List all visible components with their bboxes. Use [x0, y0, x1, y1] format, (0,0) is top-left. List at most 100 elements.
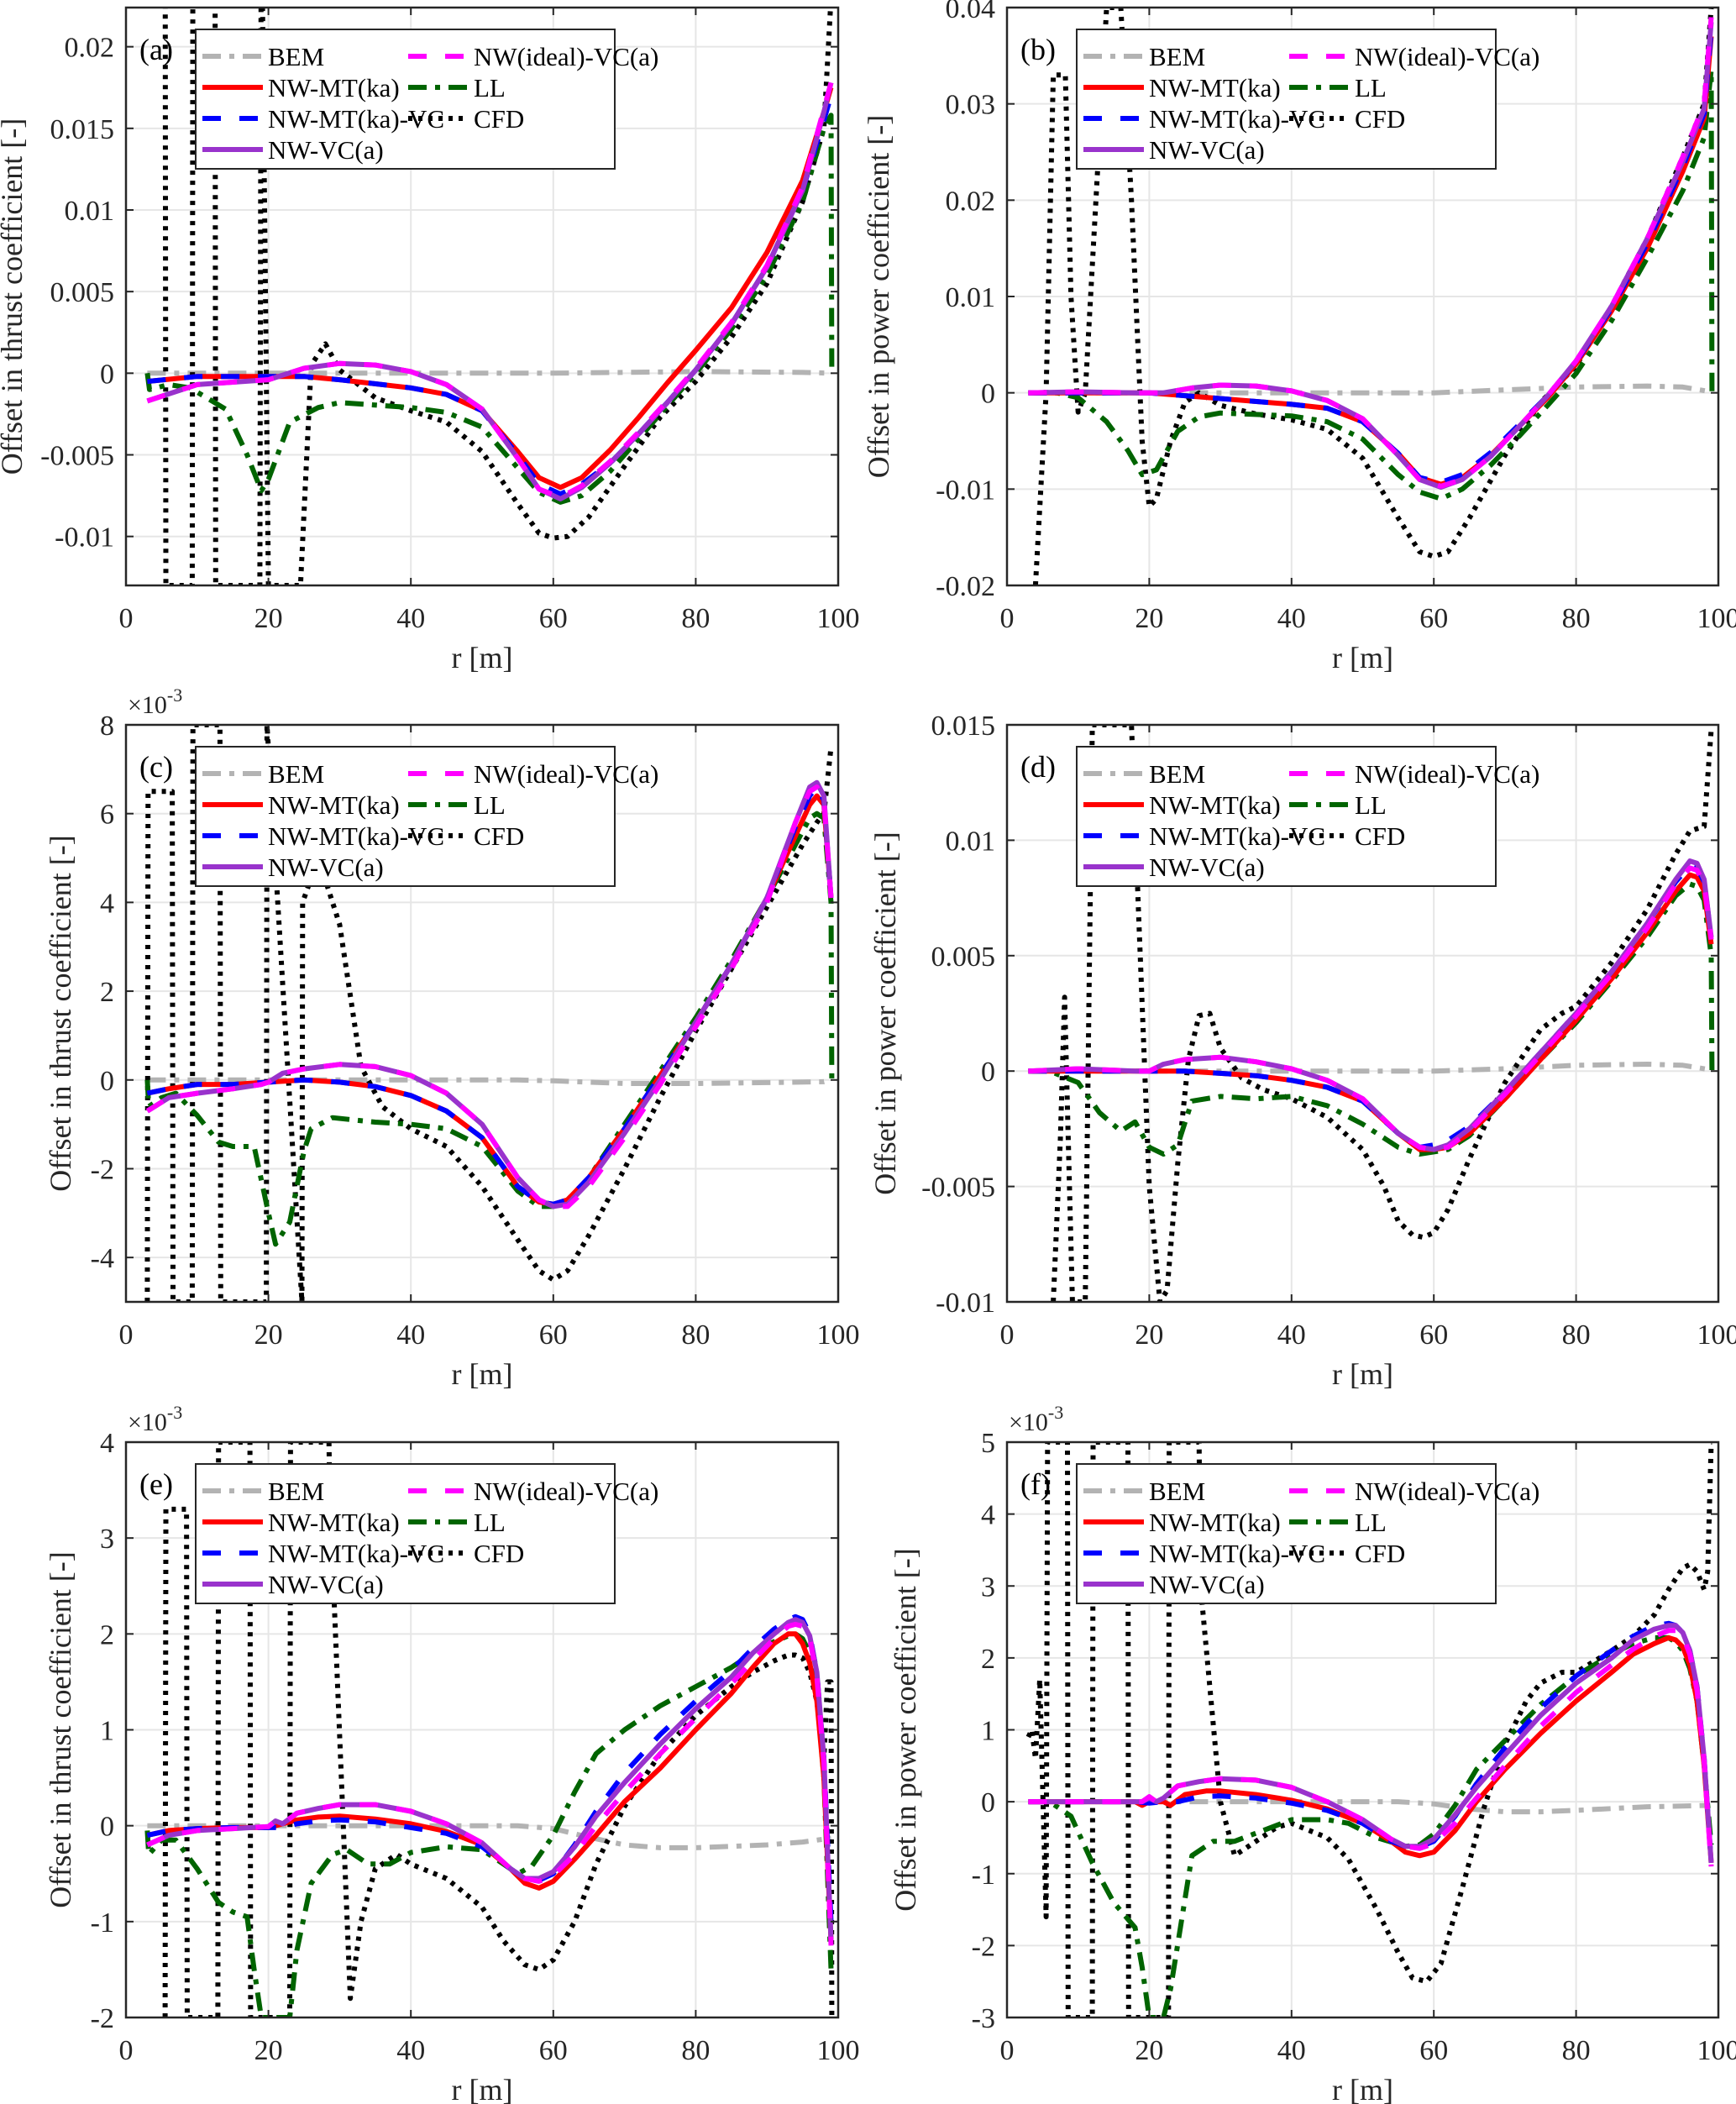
y-tick-label: 3 [981, 1571, 995, 1603]
y-tick-label: -0.005 [921, 1173, 995, 1204]
legend-item-nw-mt-ka-vc: NW-MT(ka)-VC [202, 821, 444, 851]
x-tick-label: 60 [1419, 2035, 1448, 2066]
y-tick-label: 3 [100, 1524, 114, 1555]
panel-c: 0 20 40 60 80 100 -4 -2 0 2 4 6 8 ×10-3 r [m] Offset in… [44, 685, 860, 1391]
legend-item-nw-vc-a: NW-VC(a) [1083, 853, 1265, 882]
x-tick-label: 40 [396, 1320, 425, 1351]
panel-label: (e) [139, 1467, 173, 1501]
legend-item-nw-vc-a: NW-VC(a) [202, 853, 384, 882]
legend-item-nw-mt-ka-vc: NW-MT(ka)-VC [1083, 821, 1325, 851]
y-tick-label: -1 [91, 1907, 114, 1939]
series-ll [1028, 881, 1715, 1157]
legend-label: BEM [1149, 1477, 1205, 1506]
legend-item-nw-vc-a: NW-VC(a) [202, 1570, 384, 1599]
legend-label: BEM [268, 1477, 324, 1506]
x-tick-label: 80 [681, 1320, 710, 1351]
legend-label: NW(ideal)-VC(a) [474, 759, 658, 789]
y-tick-label: -0.01 [936, 475, 995, 506]
x-axis-label: r [m] [452, 1357, 513, 1391]
y-tick-label: 0 [981, 1787, 995, 1818]
y-tick-label: 0.01 [946, 282, 996, 313]
legend-label: NW(ideal)-VC(a) [474, 42, 658, 71]
y-tick-label: -0.02 [936, 571, 995, 602]
legend-label: NW-MT(ka) [1149, 73, 1281, 102]
legend-label: CFD [474, 1539, 524, 1568]
x-tick-label: 40 [396, 603, 425, 634]
y-tick-label: 0 [100, 1812, 114, 1843]
y-axis-label: Offset in power coefficient [-] [862, 115, 895, 479]
x-tick-label: 0 [119, 2035, 134, 2066]
legend-label: NW-MT(ka)-VC [268, 821, 444, 851]
legend-item-nw-vc-a: NW-VC(a) [202, 135, 384, 165]
x-tick-label: 80 [1562, 1320, 1591, 1351]
y-tick-label: -2 [91, 2003, 114, 2034]
legend-label: NW-MT(ka)-VC [268, 1539, 444, 1568]
y-tick-label: 1 [981, 1716, 995, 1747]
legend-item-nw-ideal-vc-a: NW(ideal)-VC(a) [1289, 42, 1539, 71]
legend-label: NW(ideal)-VC(a) [1355, 42, 1539, 71]
series-bem [147, 1077, 832, 1086]
legend-label: CFD [1355, 1539, 1405, 1568]
y-tick-label: -0.01 [55, 522, 114, 554]
x-tick-label: 20 [254, 1320, 283, 1351]
x-tick-label: 100 [1697, 1320, 1736, 1351]
y-tick-label: 0 [100, 359, 114, 390]
y-tick-label: 0.01 [65, 196, 115, 227]
x-axis-label: r [m] [452, 641, 513, 674]
legend-box [195, 746, 616, 887]
legend-label: NW(ideal)-VC(a) [1355, 759, 1539, 789]
x-tick-label: 20 [1135, 2035, 1163, 2066]
legend-label: NW-MT(ka) [268, 73, 400, 102]
y-tick-label: 0 [981, 1057, 995, 1088]
legend-label: LL [474, 790, 506, 820]
y-tick-label: 2 [100, 977, 114, 1008]
y-tick-label: 0.04 [946, 0, 996, 24]
x-tick-label: 60 [1419, 603, 1448, 634]
x-tick-label: 100 [1697, 2035, 1736, 2066]
legend-item-nw-mt-ka-vc: NW-MT(ka)-VC [202, 104, 444, 134]
y-axis-label: Offset in thrust coefficient [-] [0, 118, 29, 475]
y-tick-label: 0.02 [946, 186, 996, 217]
legend-label: BEM [1149, 759, 1205, 789]
y-tick-label: 8 [100, 711, 114, 742]
y-tick-label: 0.01 [946, 826, 996, 857]
legend-item-nw-mt-ka: NW-MT(ka) [1083, 1508, 1281, 1537]
axis-exponent-label: ×10-3 [1009, 1402, 1063, 1436]
legend-label: BEM [268, 42, 324, 71]
legend-box [1076, 29, 1497, 170]
legend-item-cfd: CFD [408, 1539, 524, 1568]
legend-box [1076, 1463, 1497, 1604]
legend-label: NW-MT(ka)-VC [1149, 821, 1325, 851]
legend-label: LL [1355, 1508, 1387, 1537]
x-axis-label: r [m] [1332, 1357, 1393, 1391]
x-tick-label: 60 [1419, 1320, 1448, 1351]
legend-item-nw-ideal-vc-a: NW(ideal)-VC(a) [408, 759, 658, 789]
x-tick-label: 100 [817, 1320, 860, 1351]
y-tick-label: -1 [972, 1860, 995, 1891]
axes-frame [124, 723, 840, 1304]
panel-e: 0 20 40 60 80 100 -2 -1 0 1 2 3 4 ×10-3 r [m] Offset in… [44, 1402, 860, 2104]
panel-f: 0 20 40 60 80 100 -3 -2 -1 0 1 2 3 4 5 ×10-3 r [m] Offset… [889, 1402, 1736, 2104]
legend-label: NW-MT(ka)-VC [1149, 1539, 1325, 1568]
legend-item-bem: BEM [202, 1477, 324, 1506]
x-tick-label: 20 [1135, 1320, 1163, 1351]
legend-item-nw-mt-ka: NW-MT(ka) [202, 73, 400, 102]
legend-label: NW-MT(ka) [268, 790, 400, 820]
x-tick-label: 100 [1697, 603, 1736, 634]
x-tick-label: 80 [681, 603, 710, 634]
series-cfd [1051, 725, 1714, 1302]
x-tick-label: 40 [1277, 1320, 1306, 1351]
series-nw-ideal-vc-a [146, 81, 834, 501]
legend-label: LL [1355, 73, 1387, 102]
series-nw-ideal-vc-a [1028, 865, 1714, 1152]
x-axis-label: r [m] [1332, 641, 1393, 674]
y-tick-label: 0.02 [65, 33, 115, 64]
y-tick-label: 5 [981, 1428, 995, 1459]
panel-d: 0 20 40 60 80 100 -0.01 -0.005 0 0.005 0.01 0.015 r … [868, 711, 1736, 1391]
legend-box [195, 29, 616, 170]
x-tick-label: 20 [1135, 603, 1163, 634]
panel-label: (a) [139, 33, 173, 66]
